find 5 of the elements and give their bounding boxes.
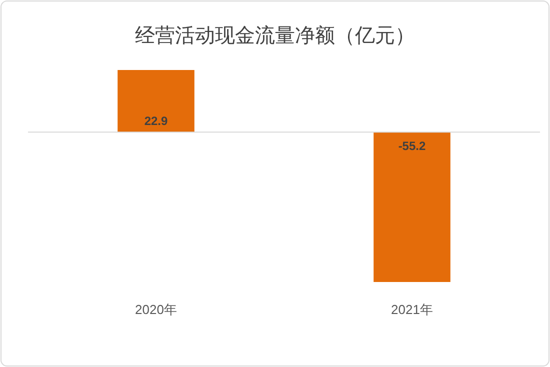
x-tick-label: 2021年 bbox=[391, 302, 433, 317]
data-label: -55.2 bbox=[398, 139, 426, 154]
x-tick-label: 2020年 bbox=[135, 302, 177, 317]
data-label: 22.9 bbox=[144, 114, 168, 128]
chart-title: 经营活动现金流量净额（亿元） bbox=[135, 25, 415, 47]
